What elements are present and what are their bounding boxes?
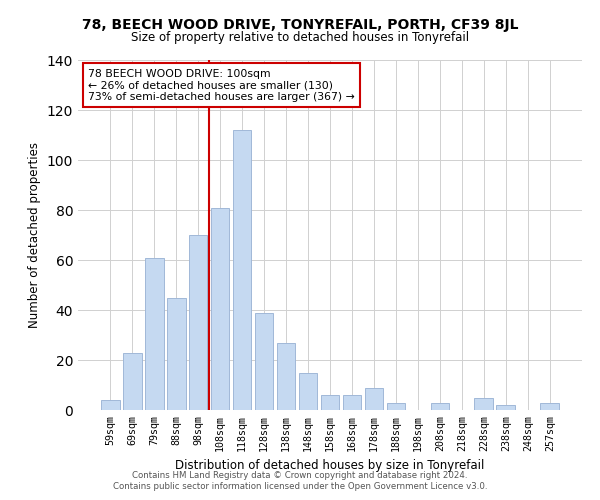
Bar xyxy=(343,395,361,410)
Bar xyxy=(365,388,383,410)
Bar xyxy=(101,400,119,410)
Bar xyxy=(211,208,229,410)
Bar xyxy=(233,130,251,410)
Bar xyxy=(145,258,164,410)
Text: 78, BEECH WOOD DRIVE, TONYREFAIL, PORTH, CF39 8JL: 78, BEECH WOOD DRIVE, TONYREFAIL, PORTH,… xyxy=(82,18,518,32)
Bar xyxy=(431,402,449,410)
Text: Size of property relative to detached houses in Tonyrefail: Size of property relative to detached ho… xyxy=(131,31,469,44)
Text: Contains HM Land Registry data © Crown copyright and database right 2024.: Contains HM Land Registry data © Crown c… xyxy=(132,470,468,480)
Bar xyxy=(299,372,317,410)
Text: Contains public sector information licensed under the Open Government Licence v3: Contains public sector information licen… xyxy=(113,482,487,491)
X-axis label: Distribution of detached houses by size in Tonyrefail: Distribution of detached houses by size … xyxy=(175,459,485,472)
Bar xyxy=(475,398,493,410)
Bar xyxy=(277,342,295,410)
Bar xyxy=(167,298,185,410)
Bar xyxy=(189,235,208,410)
Text: 78 BEECH WOOD DRIVE: 100sqm
← 26% of detached houses are smaller (130)
73% of se: 78 BEECH WOOD DRIVE: 100sqm ← 26% of det… xyxy=(88,69,355,102)
Bar xyxy=(386,402,405,410)
Bar xyxy=(123,352,142,410)
Bar xyxy=(541,402,559,410)
Y-axis label: Number of detached properties: Number of detached properties xyxy=(28,142,41,328)
Bar xyxy=(320,395,340,410)
Bar xyxy=(255,312,274,410)
Bar xyxy=(496,405,515,410)
